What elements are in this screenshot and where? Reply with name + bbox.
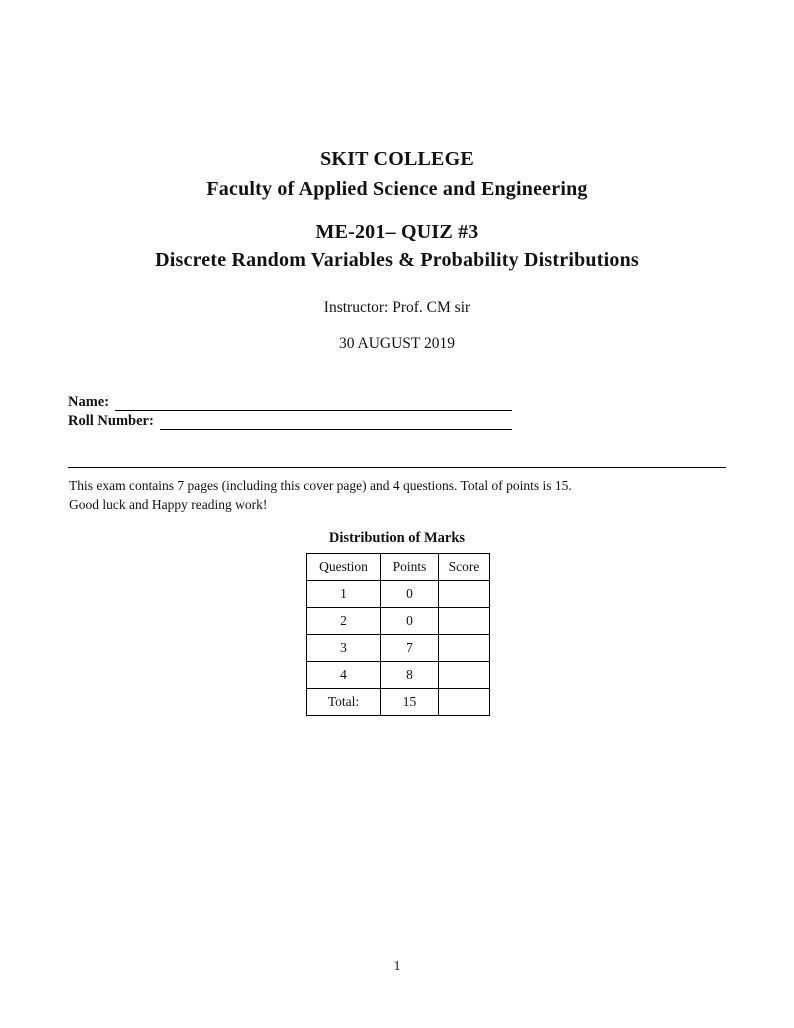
name-field-row: Name:: [68, 394, 512, 411]
instructions-line-2: Good luck and Happy reading work!: [69, 496, 268, 512]
table-row: 4 8: [306, 661, 490, 689]
quiz-subject-title: Discrete Random Variables & Probability …: [155, 249, 639, 271]
points-cell: 8: [380, 661, 439, 689]
points-cell: 0: [380, 580, 439, 608]
distribution-of-marks-table: Question Points Score 1 0 2 0 3 7 4: [306, 553, 490, 716]
column-header-score: Score: [438, 553, 490, 581]
total-score-cell: [438, 688, 490, 716]
table-row: 3 7: [306, 634, 490, 662]
question-cell: 4: [306, 661, 381, 689]
name-blank-line: [115, 394, 512, 411]
exam-date: 30 AUGUST 2019: [339, 335, 455, 352]
table-header-row: Question Points Score: [306, 553, 490, 581]
column-header-points: Points: [380, 553, 439, 581]
roll-number-label: Roll Number:: [68, 413, 154, 429]
question-cell: 2: [306, 607, 381, 635]
score-cell: [438, 607, 490, 635]
table-row: 2 0: [306, 607, 490, 635]
question-cell: 3: [306, 634, 381, 662]
exam-instructions: This exam contains 7 pages (including th…: [69, 477, 729, 514]
total-label-cell: Total:: [306, 688, 381, 716]
roll-number-field-row: Roll Number:: [68, 413, 512, 430]
table-row: 1 0: [306, 580, 490, 608]
score-cell: [438, 661, 490, 689]
horizontal-rule: [68, 467, 726, 469]
table-total-row: Total: 15: [306, 688, 490, 716]
column-header-question: Question: [306, 553, 381, 581]
course-quiz-title: ME-201– QUIZ #3: [315, 221, 479, 243]
score-cell: [438, 634, 490, 662]
total-points-cell: 15: [380, 688, 439, 716]
instructor-line: Instructor: Prof. CM sir: [323, 299, 471, 316]
roll-number-blank-line: [159, 413, 512, 430]
college-title: SKIT COLLEGE: [320, 148, 474, 170]
points-cell: 7: [380, 634, 439, 662]
points-cell: 0: [380, 607, 439, 635]
score-cell: [438, 580, 490, 608]
question-cell: 1: [306, 580, 381, 608]
faculty-title: Faculty of Applied Science and Engineeri…: [206, 178, 588, 200]
marks-table-title: Distribution of Marks: [328, 530, 466, 546]
instructions-line-1: This exam contains 7 pages (including th…: [69, 478, 572, 493]
page-number: 1: [393, 958, 401, 973]
name-label: Name:: [68, 394, 110, 410]
